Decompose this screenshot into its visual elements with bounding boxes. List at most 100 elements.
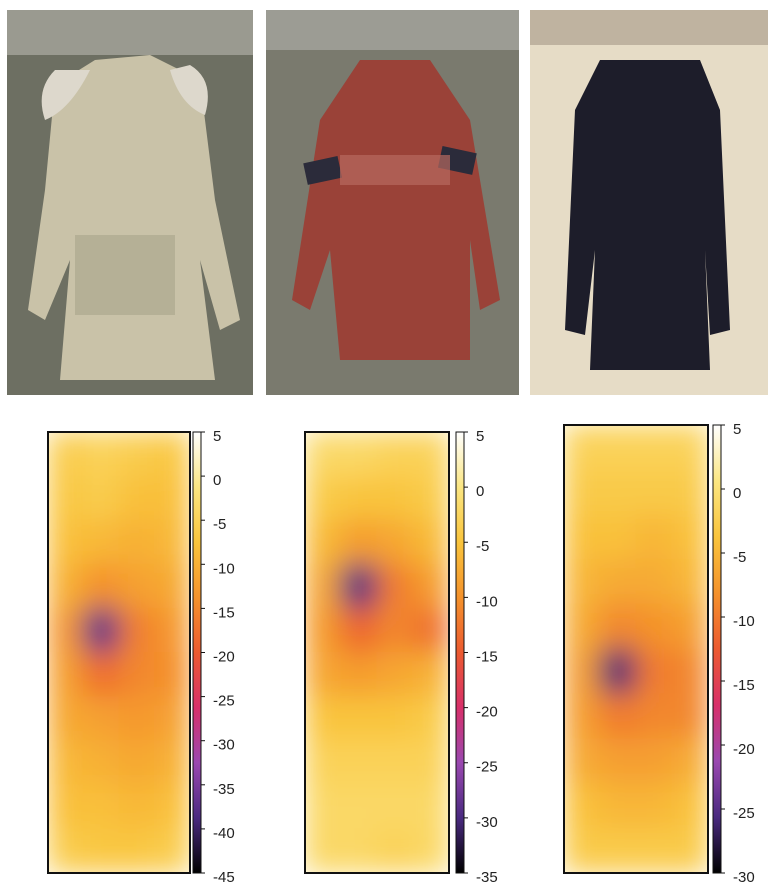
colorbar-tick-label: -10 [476, 593, 498, 610]
heat-cell [564, 649, 601, 695]
heat-cell [672, 559, 709, 605]
heat-cell [305, 476, 342, 521]
heat-cell [377, 652, 414, 697]
heat-cell [305, 520, 342, 565]
heat-cell [119, 828, 156, 873]
heat-cell [48, 784, 85, 829]
colorbar-tick-label: 5 [733, 421, 741, 438]
heat-cell [305, 564, 342, 609]
photo-coat-1 [7, 10, 253, 395]
heat-cell [377, 564, 414, 609]
colorbar-tick-label: -35 [476, 869, 498, 886]
colorbar-tick-label: -30 [733, 869, 755, 886]
colorbar-tick-label: 0 [213, 472, 221, 489]
heat-cell [377, 784, 414, 829]
heat-cell [672, 693, 709, 739]
colorbar-tick-label: -15 [476, 648, 498, 665]
heat-cell [564, 604, 601, 650]
heat-cell [83, 432, 120, 477]
colorbar-tick-label: -40 [213, 825, 235, 842]
heat-cell [672, 783, 709, 829]
heat-cell [48, 828, 85, 873]
heat-cell [83, 476, 120, 521]
colorbar-tick-label: -25 [733, 805, 755, 822]
colorbar-tick-label: -10 [733, 613, 755, 630]
heat-cell [341, 476, 378, 521]
heat-cell [377, 740, 414, 785]
heat-cell [341, 740, 378, 785]
colorbar-tick-label: 5 [476, 428, 484, 445]
heat-cell [672, 514, 709, 560]
heat-cell [154, 432, 191, 477]
colorbar-tick-label: -35 [213, 781, 235, 798]
heat-cell [341, 828, 378, 873]
heat-cell [83, 740, 120, 785]
heat-cell [119, 432, 156, 477]
heat-cell [154, 696, 191, 741]
heat-cell [305, 608, 342, 653]
heat-cell [636, 783, 673, 829]
colorbar-tick-label: 5 [213, 428, 221, 445]
heat-cell [341, 520, 378, 565]
colorbar-tick-label: -25 [213, 693, 235, 710]
heat-cell [119, 652, 156, 697]
heat-cell [341, 652, 378, 697]
heat-cell [413, 564, 450, 609]
heat-cell [48, 608, 85, 653]
heatmap [48, 432, 191, 874]
heat-cell [564, 693, 601, 739]
heat-cell [636, 738, 673, 784]
heat-cell [305, 828, 342, 873]
heat-cell [48, 476, 85, 521]
heat-cell [672, 469, 709, 515]
heat-cell [564, 514, 601, 560]
heat-cell [377, 608, 414, 653]
heatmap [305, 432, 450, 874]
photo-coat-2 [266, 10, 519, 395]
heat-cell [341, 608, 378, 653]
heat-cell [636, 425, 673, 471]
heat-cell [600, 649, 637, 695]
heat-cell [672, 425, 709, 471]
colorbar [193, 432, 201, 873]
heat-cell [636, 828, 673, 874]
heat-cell [413, 696, 450, 741]
heat-cell [636, 649, 673, 695]
heat-cell [600, 514, 637, 560]
colorbar-tick-label: -30 [476, 814, 498, 831]
heatmap [564, 425, 709, 874]
heat-cell [600, 693, 637, 739]
heat-cell [636, 469, 673, 515]
heat-cell [154, 476, 191, 521]
colorbar-tick-label: -20 [733, 741, 755, 758]
heat-cell [83, 784, 120, 829]
heat-cell [305, 740, 342, 785]
heat-cell [119, 608, 156, 653]
heat-cell [600, 783, 637, 829]
heat-cell [377, 432, 414, 477]
heat-cell [636, 559, 673, 605]
heat-cell [48, 740, 85, 785]
heat-cell [119, 520, 156, 565]
heat-cell [48, 432, 85, 477]
heat-cell [48, 696, 85, 741]
heat-cell [636, 693, 673, 739]
colorbar-tick-label: -15 [733, 677, 755, 694]
colorbar-tick-label: -5 [733, 549, 746, 566]
heat-cell [672, 649, 709, 695]
heat-cell [83, 652, 120, 697]
heat-cell [48, 564, 85, 609]
heat-cell [672, 828, 709, 874]
heat-cell [672, 738, 709, 784]
heat-cell [600, 738, 637, 784]
photo-coat-3 [530, 10, 768, 395]
figure: 50-5-10-15-20-25-30-35-40-4550-5-10-15-2… [0, 0, 773, 889]
heat-cell [305, 652, 342, 697]
colorbar-tick-label: -10 [213, 560, 235, 577]
heat-cell [413, 476, 450, 521]
heat-cell [564, 738, 601, 784]
heat-cell [672, 604, 709, 650]
heat-cell [305, 696, 342, 741]
heat-cell [341, 564, 378, 609]
heat-cell [83, 608, 120, 653]
